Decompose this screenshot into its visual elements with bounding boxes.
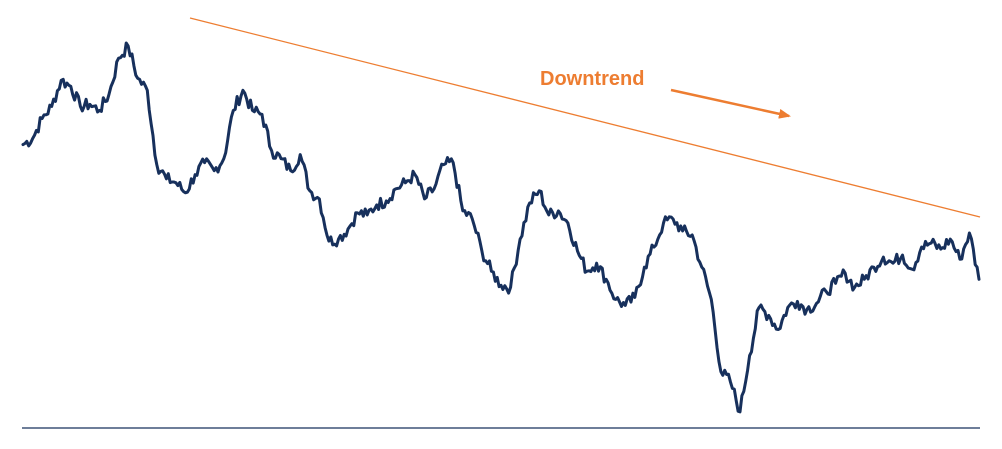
downtrend-label: Downtrend	[540, 68, 644, 90]
price-series-line	[21, 41, 981, 414]
downtrend-arrow	[670, 88, 791, 119]
trendline	[189, 17, 981, 218]
